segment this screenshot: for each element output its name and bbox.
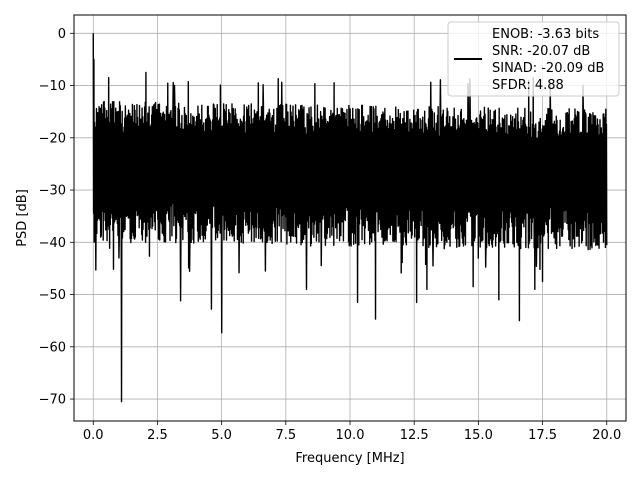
x-tick-label: 12.5 — [400, 428, 429, 443]
x-tick-label: 2.5 — [147, 428, 168, 443]
y-tick-label: −30 — [39, 184, 66, 199]
y-axis-label: PSD [dB] — [15, 189, 30, 247]
x-tick-label: 5.0 — [211, 428, 232, 443]
x-axis-label: Frequency [MHz] — [295, 451, 404, 466]
y-tick-label: −70 — [39, 393, 66, 408]
y-axis-ticks: 0 −10 −20 −30 −40 −50 −60 −70 — [39, 27, 74, 408]
legend-box — [447, 21, 620, 97]
legend: ENOB: -3.63 bits SNR: -20.07 dB SINAD: -… — [447, 21, 620, 97]
legend-entry-enob: ENOB: -3.63 bits — [492, 27, 599, 42]
legend-entry-snr: SNR: -20.07 dB — [492, 44, 590, 59]
x-tick-label: 17.5 — [528, 428, 557, 443]
x-tick-label: 0.0 — [83, 428, 104, 443]
legend-entry-sinad: SINAD: -20.09 dB — [492, 61, 604, 76]
y-tick-label: −50 — [39, 288, 66, 303]
legend-entry-sfdr: SFDR: 4.88 — [492, 78, 564, 93]
y-tick-label: −10 — [39, 79, 66, 94]
x-tick-label: 20.0 — [592, 428, 621, 443]
x-tick-label: 15.0 — [464, 428, 493, 443]
y-tick-label: −20 — [39, 131, 66, 146]
y-tick-label: −60 — [39, 340, 66, 355]
x-tick-label: 7.5 — [275, 428, 296, 443]
y-tick-label: 0 — [58, 27, 66, 42]
psd-trace-line — [92, 33, 608, 403]
y-tick-label: −40 — [39, 236, 66, 251]
x-tick-label: 10.0 — [336, 428, 365, 443]
x-axis-ticks: 0.0 2.5 5.0 7.5 10.0 12.5 15.0 17.5 20.0 — [83, 421, 621, 443]
